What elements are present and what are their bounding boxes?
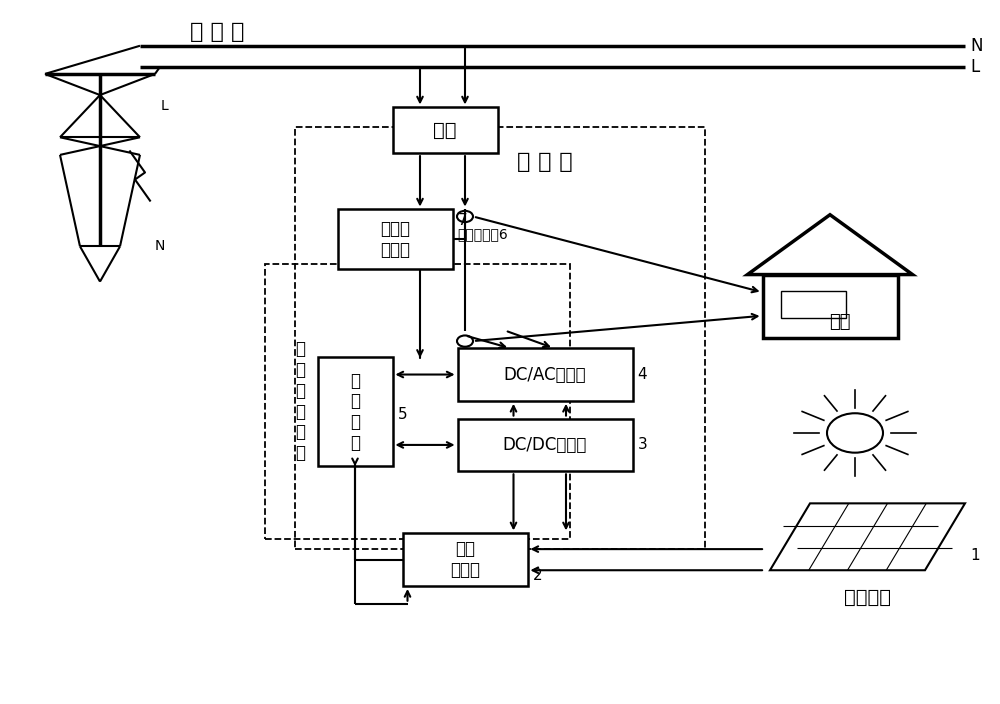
Bar bbox=[265, 264, 570, 539]
Text: 并
网
逆
变
系
统: 并 网 逆 变 系 统 bbox=[295, 340, 305, 463]
Bar bbox=[318, 358, 392, 467]
Text: N: N bbox=[970, 37, 982, 55]
Text: DC/DC变换器: DC/DC变换器 bbox=[503, 436, 587, 454]
Bar bbox=[780, 291, 846, 318]
Text: 7: 7 bbox=[458, 213, 467, 228]
Text: 外 电 网: 外 电 网 bbox=[190, 22, 244, 42]
Text: 3: 3 bbox=[638, 437, 647, 453]
Text: 2: 2 bbox=[533, 567, 542, 583]
Text: 4: 4 bbox=[638, 367, 647, 382]
Bar bbox=[392, 107, 498, 153]
Text: 功率
控制器: 功率 控制器 bbox=[450, 540, 480, 579]
Text: 负载: 负载 bbox=[829, 313, 851, 331]
Text: 光伏组件: 光伏组件 bbox=[844, 588, 891, 607]
Bar bbox=[402, 534, 528, 586]
Bar bbox=[295, 127, 705, 549]
Text: L: L bbox=[970, 58, 979, 76]
Text: 电表: 电表 bbox=[433, 121, 457, 139]
Text: L: L bbox=[161, 99, 169, 113]
Text: 微
处
理
器: 微 处 理 器 bbox=[350, 372, 360, 452]
Text: 5: 5 bbox=[397, 407, 407, 422]
Bar bbox=[458, 348, 633, 401]
Text: N: N bbox=[155, 239, 165, 253]
Text: 微 电 网: 微 电 网 bbox=[517, 152, 573, 172]
Text: 电流传感器6: 电流传感器6 bbox=[458, 227, 508, 241]
Text: DC/AC逆变器: DC/AC逆变器 bbox=[504, 365, 586, 384]
Text: 1: 1 bbox=[970, 548, 980, 563]
Text: 逆功率
保护器: 逆功率 保护器 bbox=[380, 220, 410, 259]
Bar bbox=[763, 275, 898, 338]
Bar bbox=[458, 418, 633, 472]
Bar bbox=[338, 210, 452, 269]
